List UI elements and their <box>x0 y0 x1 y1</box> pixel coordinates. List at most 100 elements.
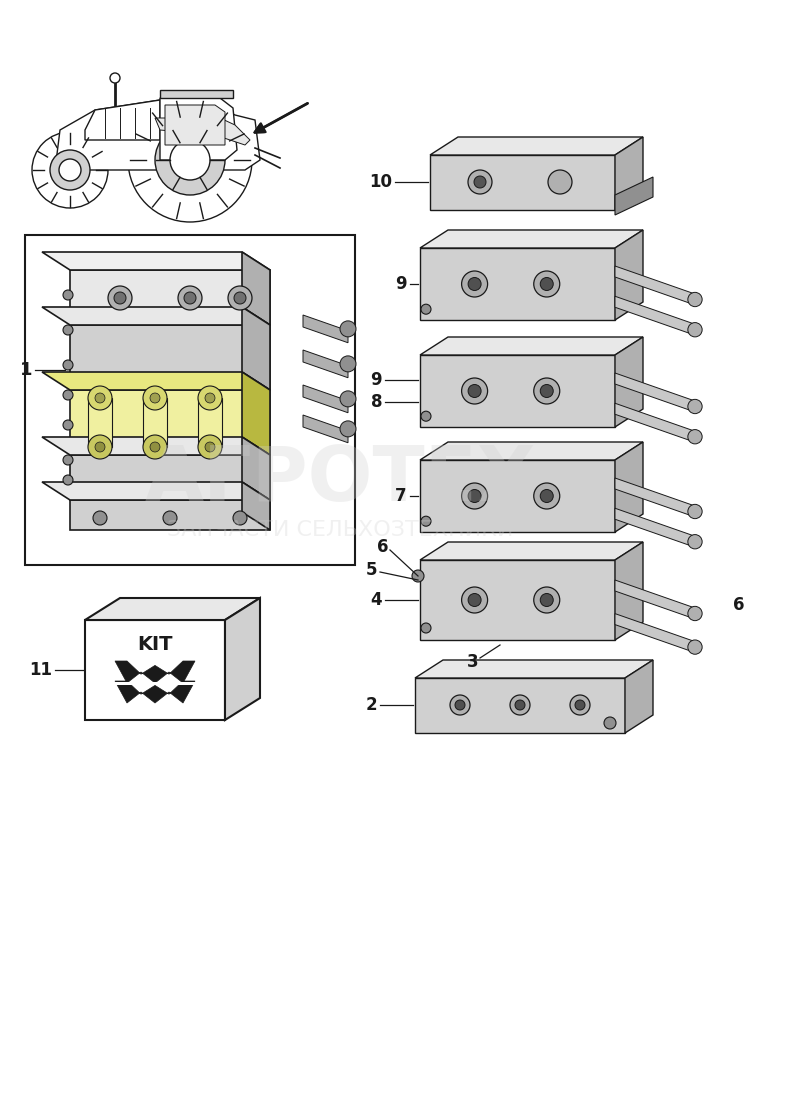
Circle shape <box>462 483 488 509</box>
Circle shape <box>412 570 424 582</box>
Polygon shape <box>115 661 195 683</box>
Polygon shape <box>430 137 643 155</box>
Circle shape <box>468 594 481 606</box>
Polygon shape <box>160 98 237 160</box>
Circle shape <box>534 483 560 509</box>
Circle shape <box>170 140 210 179</box>
Text: 4: 4 <box>370 591 382 609</box>
Polygon shape <box>70 325 270 390</box>
Circle shape <box>63 360 73 370</box>
Polygon shape <box>420 248 615 320</box>
Polygon shape <box>420 355 615 427</box>
Polygon shape <box>303 350 348 378</box>
Circle shape <box>540 384 554 398</box>
Circle shape <box>462 587 488 613</box>
Circle shape <box>150 393 160 403</box>
Polygon shape <box>160 90 233 98</box>
Circle shape <box>688 504 702 519</box>
Circle shape <box>143 386 167 410</box>
Circle shape <box>110 73 120 83</box>
Polygon shape <box>420 230 643 248</box>
Circle shape <box>95 442 105 452</box>
Polygon shape <box>42 482 270 500</box>
Circle shape <box>688 322 702 337</box>
Circle shape <box>184 293 196 304</box>
Text: 8: 8 <box>370 393 382 411</box>
Circle shape <box>114 293 126 304</box>
Polygon shape <box>615 230 643 320</box>
Polygon shape <box>165 105 225 145</box>
Polygon shape <box>625 660 653 733</box>
Circle shape <box>108 286 132 310</box>
Circle shape <box>515 700 525 710</box>
Circle shape <box>534 271 560 297</box>
Polygon shape <box>615 296 695 336</box>
Text: 11: 11 <box>29 661 52 679</box>
Polygon shape <box>303 315 348 342</box>
Circle shape <box>575 700 585 710</box>
Polygon shape <box>25 235 355 565</box>
Polygon shape <box>155 117 250 145</box>
Text: ЗАПЧАСТИ СЕЛЬХОЗТЕХНИКИ: ЗАПЧАСТИ СЕЛЬХОЗТЕХНИКИ <box>167 520 513 540</box>
Polygon shape <box>42 307 270 325</box>
Circle shape <box>468 490 481 503</box>
Circle shape <box>510 695 530 715</box>
Circle shape <box>548 170 572 194</box>
Text: 3: 3 <box>466 653 478 671</box>
Circle shape <box>228 286 252 310</box>
Polygon shape <box>615 542 643 640</box>
Circle shape <box>421 516 431 526</box>
Text: 10: 10 <box>369 173 392 191</box>
Circle shape <box>534 378 560 404</box>
Polygon shape <box>115 681 195 702</box>
Polygon shape <box>85 620 225 720</box>
Polygon shape <box>615 266 695 305</box>
Polygon shape <box>420 542 643 560</box>
Circle shape <box>340 356 356 372</box>
Circle shape <box>450 695 470 715</box>
Circle shape <box>688 640 702 654</box>
Circle shape <box>93 511 107 525</box>
Text: 9: 9 <box>370 371 382 389</box>
Polygon shape <box>42 252 270 270</box>
Polygon shape <box>615 403 695 442</box>
Circle shape <box>468 384 481 398</box>
Polygon shape <box>420 460 615 532</box>
Circle shape <box>163 511 177 525</box>
Circle shape <box>63 325 73 335</box>
Polygon shape <box>615 137 643 211</box>
Polygon shape <box>242 372 270 455</box>
Circle shape <box>421 305 431 315</box>
Circle shape <box>63 420 73 430</box>
Circle shape <box>462 271 488 297</box>
Circle shape <box>462 378 488 404</box>
Circle shape <box>198 435 222 459</box>
Circle shape <box>604 717 616 729</box>
Text: KIT: KIT <box>138 636 173 655</box>
Circle shape <box>32 132 108 208</box>
Polygon shape <box>615 579 695 619</box>
Polygon shape <box>430 155 615 211</box>
Circle shape <box>340 421 356 437</box>
Circle shape <box>688 399 702 413</box>
Circle shape <box>63 390 73 400</box>
Polygon shape <box>55 100 260 170</box>
Text: 6: 6 <box>733 596 745 614</box>
Polygon shape <box>225 598 260 720</box>
Polygon shape <box>70 390 270 455</box>
Polygon shape <box>420 560 615 640</box>
Polygon shape <box>615 478 695 517</box>
Polygon shape <box>415 660 653 678</box>
Circle shape <box>205 442 215 452</box>
Circle shape <box>63 455 73 465</box>
Circle shape <box>540 594 554 606</box>
Polygon shape <box>242 307 270 390</box>
Polygon shape <box>415 678 625 733</box>
Circle shape <box>468 170 492 194</box>
Circle shape <box>233 511 247 525</box>
Circle shape <box>205 393 215 403</box>
Circle shape <box>340 391 356 407</box>
Circle shape <box>88 386 112 410</box>
Circle shape <box>88 435 112 459</box>
Circle shape <box>570 695 590 715</box>
